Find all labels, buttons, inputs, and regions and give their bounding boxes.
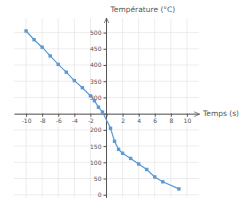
line [26,31,179,189]
marker [73,79,76,82]
tick: -2 [88,114,94,124]
marker [40,45,43,48]
tick-label: 0 [98,191,102,198]
marker [113,140,116,143]
tick-label: 100 [90,159,102,166]
tick: 300 [90,94,106,101]
y-axis-label: Température (°C) [110,5,176,14]
tick-label: 2 [121,117,125,124]
tick-label: -6 [56,117,62,124]
tick: 4 [137,114,141,124]
tick-label: 200 [90,126,102,133]
marker [109,127,112,130]
tick: 450 [90,45,106,52]
marker [32,38,35,41]
marker [65,70,68,73]
grid-line [154,18,155,198]
tick: -10 [22,114,32,124]
tick-mark [104,130,107,131]
tick-label: 500 [90,29,102,36]
marker [145,168,148,171]
y-axis: 0 50 100 150 200 300 350 400 450 500 [90,18,106,198]
tick: 8 [169,114,173,124]
marker [121,152,124,155]
marker [48,54,51,57]
grid-line [138,18,139,198]
tick-label: 10 [184,117,192,124]
tick: 200 [90,126,106,133]
tick: -4 [72,114,78,124]
tick: 10 [184,114,192,124]
x-axis-label: Temps (s) [202,109,239,118]
grid-line [58,18,59,198]
marker [81,86,84,89]
tick-mark [104,49,107,50]
grid-line [42,18,43,198]
tick: 2 [121,114,125,124]
tick-label: 350 [90,78,102,85]
series [24,29,180,190]
tick: 150 [90,143,106,150]
grid-line [170,18,171,198]
marker [101,110,104,113]
grid-line [106,18,107,198]
tick: 350 [90,78,106,85]
tick: 100 [90,159,106,166]
grid-line [186,18,187,198]
tick-label: -4 [72,117,78,124]
tick-label: 150 [90,143,102,150]
marker [161,180,164,183]
tick-mark [104,146,107,147]
tick-label: 400 [90,61,102,68]
marker [137,162,140,165]
tick: -8 [40,114,46,124]
grid-line [74,18,75,198]
marker [24,29,27,32]
grid [14,18,199,198]
grid-line [122,18,123,198]
tick-label: -2 [88,117,94,124]
tick: 400 [90,61,106,68]
chart: -10-8-6-4-224681005010015020030035040045… [0,0,245,206]
tick-label: 450 [90,45,102,52]
tick: 50 [94,175,107,182]
tick: 0 [98,191,107,198]
marker [93,99,96,102]
tick-mark [104,162,107,163]
tick-mark [104,65,107,66]
marker [117,148,120,151]
tick-label: -10 [22,117,32,124]
tick-label: 8 [169,117,173,124]
tick-label: 6 [153,117,157,124]
tick: -6 [56,114,62,124]
tick-mark [104,179,107,180]
marker [129,157,132,160]
axis-line [106,18,107,198]
marker [153,175,156,178]
tick-mark [104,97,107,98]
marker [97,105,100,108]
tick: 500 [90,29,106,36]
grid-line [26,18,27,198]
plot: -10-8-6-4-224681005010015020030035040045… [14,5,239,198]
tick-mark [104,81,107,82]
tick-mark [104,33,107,34]
tick: 6 [153,114,157,124]
marker [89,94,92,97]
tick-label: 50 [94,175,102,182]
marker [57,63,60,66]
tick-mark [104,195,107,196]
tick-label: -8 [40,117,46,124]
tick-label: 4 [137,117,141,124]
marker [177,187,180,190]
